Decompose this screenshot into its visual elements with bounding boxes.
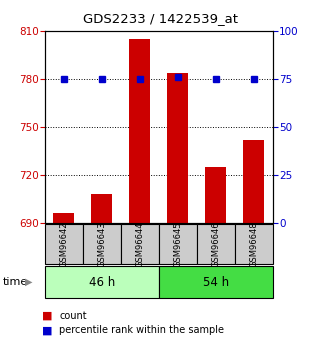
- Text: time: time: [3, 277, 29, 287]
- Text: count: count: [59, 311, 87, 321]
- Text: GSM96645: GSM96645: [173, 221, 182, 267]
- Bar: [243, 140, 264, 223]
- Text: GSM96642: GSM96642: [59, 221, 68, 267]
- Text: ▶: ▶: [25, 277, 33, 287]
- Bar: [159, 224, 197, 264]
- Text: GSM96644: GSM96644: [135, 221, 144, 267]
- Bar: [235, 224, 273, 264]
- Bar: [54, 213, 74, 223]
- Bar: [83, 224, 121, 264]
- Bar: [121, 224, 159, 264]
- Bar: [129, 39, 150, 223]
- Text: ■: ■: [42, 311, 52, 321]
- Text: 46 h: 46 h: [89, 276, 115, 288]
- Bar: [45, 266, 159, 298]
- Bar: [197, 224, 235, 264]
- Text: percentile rank within the sample: percentile rank within the sample: [59, 325, 224, 335]
- Text: ■: ■: [42, 325, 52, 335]
- Text: GSM96646: GSM96646: [211, 221, 221, 267]
- Text: GDS2233 / 1422539_at: GDS2233 / 1422539_at: [83, 12, 238, 25]
- Text: 54 h: 54 h: [203, 276, 229, 288]
- Bar: [205, 167, 226, 223]
- Bar: [159, 266, 273, 298]
- Bar: [91, 194, 112, 223]
- Text: GSM96648: GSM96648: [249, 221, 258, 267]
- Text: GSM96643: GSM96643: [97, 221, 107, 267]
- Bar: [168, 72, 188, 223]
- Bar: [45, 224, 83, 264]
